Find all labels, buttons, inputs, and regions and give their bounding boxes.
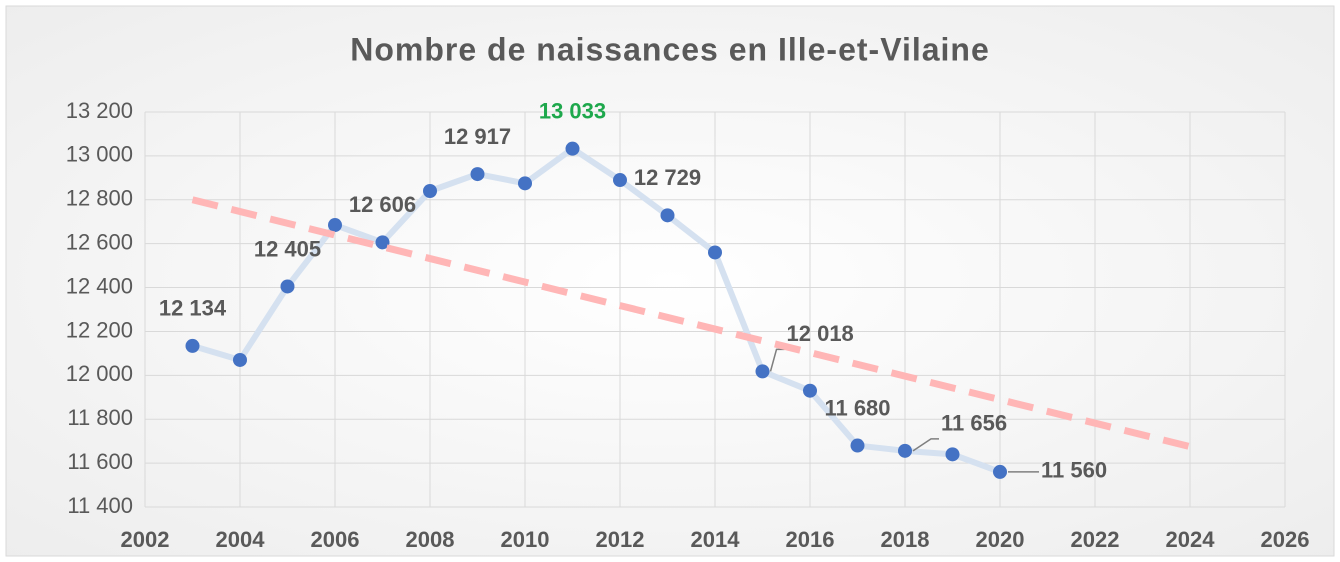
point (375, 235, 390, 250)
y-tick-label: 11 800 (67, 405, 133, 430)
point (898, 443, 912, 458)
x-tick-label: 2018 (881, 527, 930, 552)
x-tick-label: 2024 (1166, 527, 1216, 552)
data-label: 11 680 (824, 395, 890, 420)
point (518, 176, 532, 191)
y-tick-label: 13 200 (66, 98, 133, 123)
data-label: 13 033 (539, 98, 606, 123)
y-tick-label: 12 400 (66, 273, 133, 298)
y-tick-label: 13 000 (66, 142, 133, 167)
y-tick-label: 12 200 (66, 317, 133, 342)
x-tick-label: 2010 (501, 527, 550, 552)
point (660, 208, 675, 223)
trend-line (191, 196, 1191, 451)
y-tick-label: 12 800 (66, 186, 133, 211)
x-tick-label: 2012 (596, 527, 645, 552)
point (185, 338, 200, 353)
point (280, 279, 295, 294)
x-tick-label: 2022 (1071, 527, 1120, 552)
x-tick-label: 2026 (1261, 527, 1310, 552)
y-tick-label: 12 000 (66, 361, 133, 386)
x-tick-label: 2014 (691, 527, 741, 552)
leader-line (912, 438, 939, 452)
point (850, 438, 865, 453)
chart-title: Nombre de naissances en Ille-et-Vilaine (350, 31, 990, 67)
data-label: 12 606 (349, 192, 416, 217)
point (945, 447, 960, 462)
data-label: 12 134 (159, 296, 227, 321)
leader-line (769, 348, 785, 372)
point (755, 364, 770, 379)
point (470, 167, 485, 182)
point (328, 218, 342, 233)
point (565, 141, 580, 156)
x-tick-label: 2004 (216, 527, 266, 552)
x-tick-label: 2008 (406, 527, 455, 552)
point (233, 352, 247, 367)
y-tick-label: 11 600 (67, 449, 133, 474)
point (423, 184, 437, 198)
point (613, 173, 627, 188)
point (993, 464, 1007, 479)
y-tick-label: 12 600 (66, 229, 133, 254)
x-tick-label: 2016 (786, 527, 835, 552)
data-label: 11 656 (941, 411, 1007, 436)
data-label: 12 018 (787, 321, 854, 346)
data-label: 12 917 (444, 124, 511, 149)
x-tick-label: 2020 (976, 527, 1025, 552)
data-label: 12 729 (634, 165, 701, 190)
chart-background (5, 5, 1335, 557)
data-label: 12 405 (254, 236, 321, 261)
x-tick-label: 2002 (121, 527, 170, 552)
x-tick-label: 2006 (311, 527, 360, 552)
data-label: 11 560 (1041, 458, 1107, 483)
point (708, 245, 722, 260)
y-tick-label: 11 400 (67, 493, 133, 518)
point (803, 383, 817, 398)
